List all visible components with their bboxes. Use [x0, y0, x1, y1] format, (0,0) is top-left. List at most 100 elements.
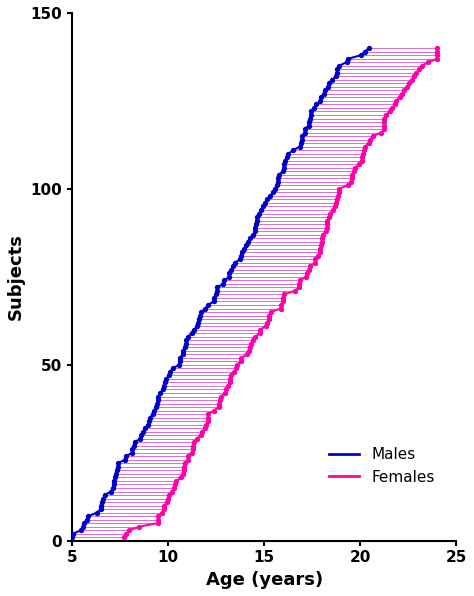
Point — [80, 522, 87, 532]
Point — [335, 188, 343, 197]
Point — [272, 184, 279, 194]
Point — [401, 86, 408, 95]
Point — [405, 79, 412, 88]
Point — [228, 265, 235, 275]
Point — [98, 497, 106, 507]
Point — [188, 328, 195, 338]
Point — [382, 110, 390, 120]
Point — [214, 283, 221, 292]
Point — [246, 234, 254, 243]
Point — [334, 64, 341, 74]
Point — [433, 54, 441, 63]
Point — [266, 191, 273, 201]
Point — [291, 286, 299, 296]
Point — [306, 114, 314, 123]
Point — [130, 441, 137, 451]
Point — [280, 163, 287, 173]
Point — [98, 501, 105, 510]
Point — [158, 508, 166, 517]
Point — [214, 286, 221, 296]
Point — [182, 339, 190, 349]
Point — [275, 170, 283, 179]
Point — [415, 64, 423, 74]
Point — [273, 181, 281, 190]
Point — [204, 300, 212, 310]
Point — [265, 314, 273, 324]
Point — [69, 529, 77, 539]
Point — [317, 244, 324, 253]
Point — [249, 230, 257, 240]
Point — [181, 343, 189, 352]
Point — [136, 522, 143, 532]
Point — [210, 293, 218, 303]
Point — [160, 381, 167, 391]
Point — [161, 378, 169, 387]
Point — [280, 166, 287, 176]
Point — [244, 237, 252, 246]
Point — [298, 131, 306, 141]
Point — [301, 125, 309, 134]
Point — [154, 399, 161, 408]
Point — [378, 128, 385, 137]
Point — [122, 529, 130, 539]
Point — [345, 54, 352, 63]
Point — [316, 247, 323, 257]
Point — [197, 311, 204, 320]
Point — [146, 413, 154, 423]
Point — [344, 181, 352, 190]
Point — [180, 462, 188, 471]
Point — [114, 462, 122, 471]
Point — [317, 240, 324, 250]
Point — [319, 230, 327, 240]
Point — [396, 92, 403, 102]
Point — [335, 191, 342, 201]
Point — [305, 117, 313, 127]
Point — [236, 254, 244, 264]
Point — [281, 156, 289, 166]
Point — [240, 244, 248, 253]
Point — [255, 209, 263, 218]
Point — [358, 156, 365, 166]
Point — [225, 272, 233, 282]
Point — [253, 216, 261, 225]
Point — [123, 452, 130, 461]
Point — [177, 473, 185, 482]
Point — [328, 75, 336, 85]
Point — [274, 177, 282, 187]
Point — [347, 177, 355, 187]
Point — [381, 114, 388, 123]
Point — [100, 493, 107, 503]
Point — [227, 371, 235, 380]
Point — [317, 92, 325, 102]
Point — [265, 311, 273, 320]
Point — [244, 349, 251, 359]
Point — [348, 173, 356, 183]
Point — [160, 504, 168, 514]
Point — [361, 47, 368, 57]
Point — [189, 445, 197, 454]
Point — [173, 476, 180, 486]
Point — [303, 269, 311, 278]
Point — [262, 321, 270, 331]
Point — [369, 131, 377, 141]
Point — [154, 395, 161, 405]
Point — [210, 406, 218, 415]
Point — [193, 434, 201, 443]
Point — [295, 283, 303, 292]
Point — [162, 374, 170, 384]
Point — [279, 297, 287, 306]
Point — [184, 452, 192, 461]
Point — [333, 195, 340, 204]
Point — [418, 61, 426, 70]
Point — [343, 57, 350, 67]
Point — [307, 107, 315, 116]
Point — [191, 437, 198, 447]
Point — [83, 515, 91, 524]
Point — [365, 138, 373, 148]
Point — [412, 68, 420, 77]
Point — [155, 511, 162, 521]
Point — [237, 356, 245, 366]
Point — [260, 201, 267, 211]
Point — [197, 308, 205, 317]
Point — [433, 44, 441, 53]
